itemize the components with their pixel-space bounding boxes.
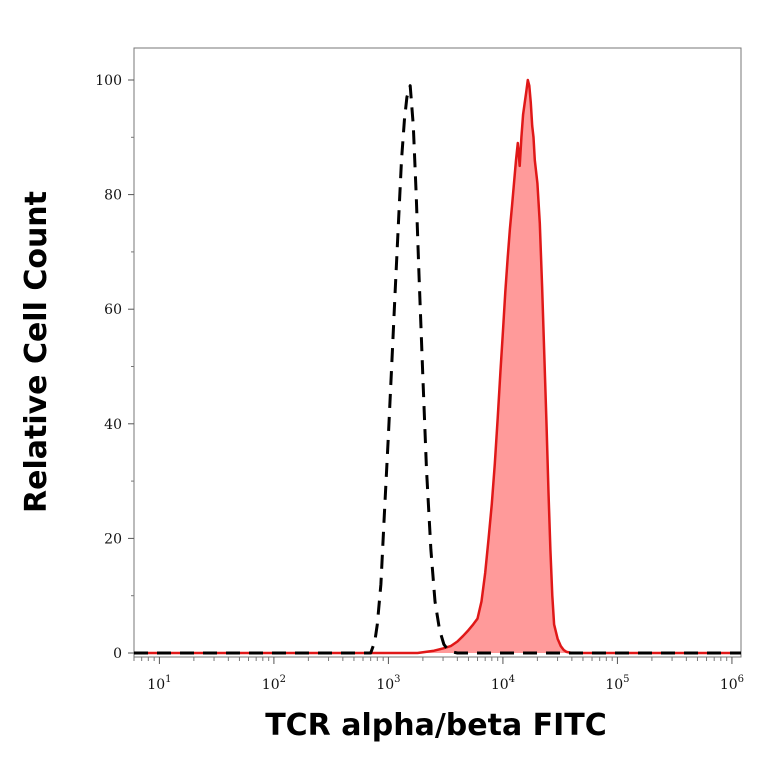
x-tick-label: 102 [262,674,286,693]
y-tick-label: 100 [95,73,122,89]
x-tick-label: 105 [605,674,629,693]
x-tick-label: 103 [376,674,400,693]
y-axis-title: Relative Cell Count [19,191,54,513]
y-tick-label: 0 [113,646,122,662]
series-positive-line [134,78,741,655]
plot-frame [133,47,742,658]
series-control-line [134,84,741,655]
x-tick-label: 106 [720,674,744,693]
x-tick-label: 101 [147,674,171,693]
y-tick-label: 80 [104,188,122,204]
y-tick-label: 20 [104,531,122,547]
x-axis-title: TCR alpha/beta FITC [265,708,607,743]
y-tick-label: 60 [104,302,122,318]
series-positive-area [134,80,741,653]
x-tick-label: 104 [491,674,515,693]
y-tick-label: 40 [104,417,122,433]
